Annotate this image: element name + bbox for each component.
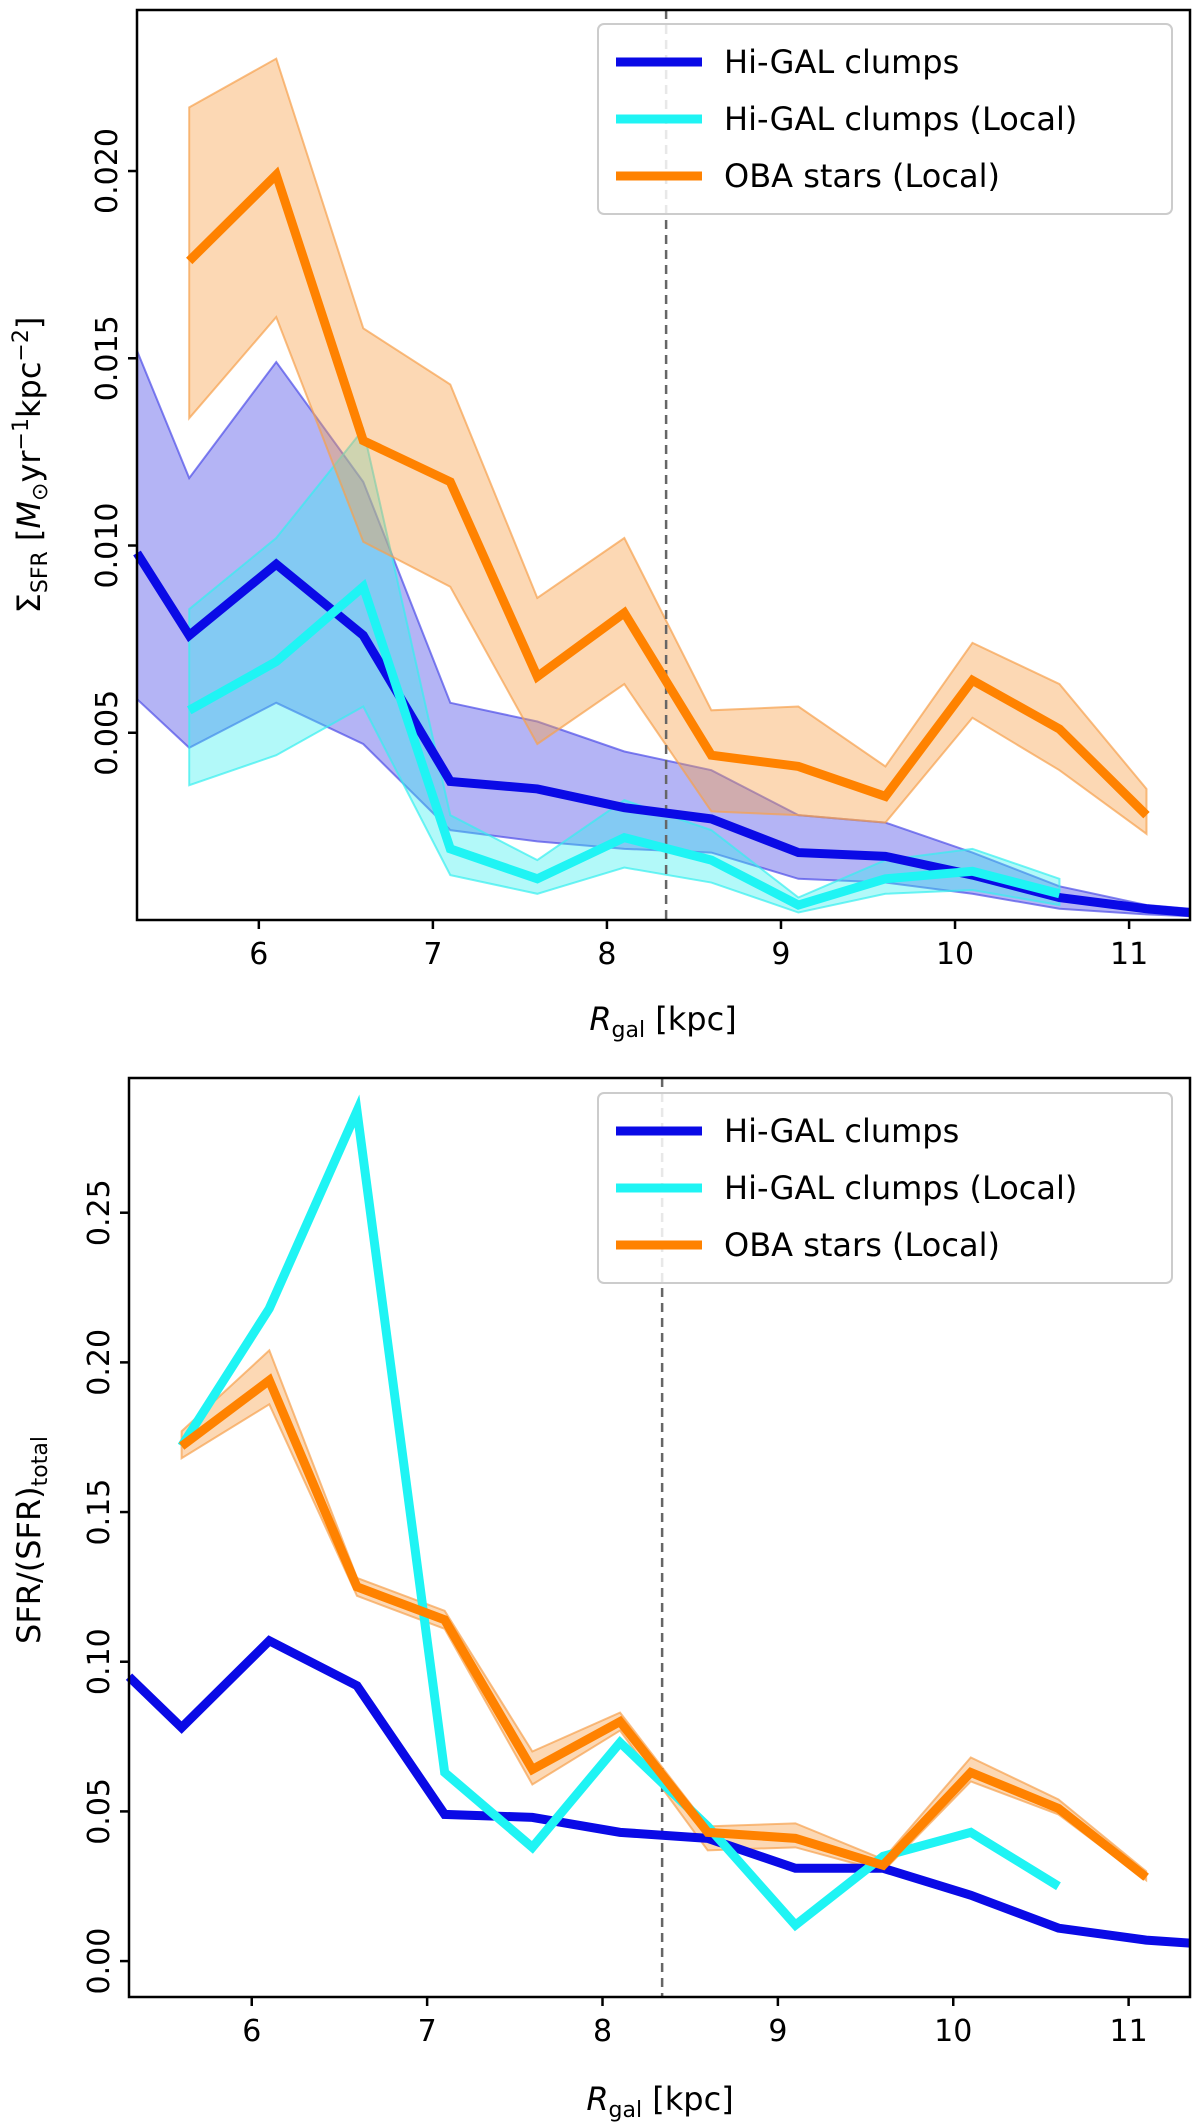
top-y-axis-label: ΣSFR [M⊙yr−1kpc−2] [9, 317, 53, 614]
top-xtick-label: 8 [597, 937, 616, 972]
top-x-axis-label: Rgal [kpc] [589, 1000, 736, 1043]
top-legend: Hi-GAL clumps Hi-GAL clumps (Local) OBA … [597, 23, 1173, 215]
top-legend-label-higal-local: Hi-GAL clumps (Local) [724, 100, 1077, 138]
bottom-legend-frame [597, 1092, 1173, 1284]
bottom-ytick-label: 0.00 [82, 1928, 117, 1995]
bottom-ytick-label: 0.15 [82, 1479, 117, 1546]
top-x-ticks: 6 7 8 9 10 11 [249, 920, 1148, 972]
bottom-x-axis-label: Rgal [kpc] [586, 2080, 733, 2123]
bottom-lines [125, 1094, 1191, 1948]
top-legend-label-higal: Hi-GAL clumps [724, 43, 959, 81]
bottom-xtick-label: 9 [768, 2014, 787, 2049]
top-xtick-label: 7 [423, 937, 442, 972]
bottom-xtick-label: 11 [1110, 2014, 1148, 2049]
bottom-line-hi-gal-clumps-local [177, 1094, 1061, 1932]
bottom-line-hi-gal-clumps [125, 1635, 1191, 1948]
top-ytick-label: 0.010 [90, 503, 125, 589]
top-y-ticks: 0.005 0.010 0.015 0.020 [90, 128, 137, 776]
top-xtick-label: 10 [936, 937, 974, 972]
panel-bottom: 6 7 8 9 10 11 0.00 0.05 0.10 0.15 0.20 0.25 Hi-GAL… [10, 1076, 1192, 2123]
top-line-oba-stars-local [186, 166, 1150, 819]
bottom-y-ticks: 0.00 0.05 0.10 0.15 0.20 0.25 [82, 1179, 129, 1994]
bottom-legend: Hi-GAL clumps Hi-GAL clumps (Local) OBA … [597, 1092, 1173, 1284]
top-ytick-label: 0.015 [90, 315, 125, 401]
bottom-legend-label-higal-local: Hi-GAL clumps (Local) [724, 1169, 1077, 1207]
top-ytick-label: 0.005 [90, 690, 125, 776]
top-ytick-label: 0.020 [90, 128, 125, 214]
top-lines [133, 166, 1191, 917]
top-xtick-label: 11 [1110, 937, 1148, 972]
bottom-ytick-label: 0.25 [82, 1179, 117, 1246]
bottom-y-axis-label: SFR/(SFR)total [10, 1436, 53, 1644]
top-line-hi-gal-clumps-local [187, 578, 1061, 910]
bottom-axes-frame [127, 1076, 1192, 1999]
top-legend-label-oba: OBA stars (Local) [724, 157, 1000, 195]
bottom-x-ticks: 6 7 8 9 10 11 [242, 1997, 1148, 2049]
bottom-ytick-label: 0.20 [82, 1329, 117, 1396]
top-xtick-label: 6 [249, 937, 268, 972]
top-axes-frame [135, 8, 1192, 922]
top-band-hi-gal-clumps-local [188, 427, 1061, 914]
bottom-ytick-label: 0.05 [82, 1778, 117, 1845]
bottom-legend-label-higal: Hi-GAL clumps [724, 1112, 959, 1150]
bottom-legend-label-oba: OBA stars (Local) [724, 1226, 1000, 1264]
bottom-xtick-label: 7 [418, 2014, 437, 2049]
bottom-ytick-label: 0.10 [82, 1628, 117, 1695]
bottom-xtick-label: 10 [934, 2014, 972, 2049]
bottom-bands [180, 1348, 1148, 1883]
bottom-xtick-label: 8 [593, 2014, 612, 2049]
bottom-line-oba-stars-local [178, 1373, 1149, 1881]
panel-top: 6 7 8 9 10 11 0.005 0.010 0.015 0.020 Hi-GAL clu… [9, 8, 1192, 1043]
bottom-xtick-label: 6 [242, 2014, 261, 2049]
top-legend-frame [597, 23, 1173, 215]
top-xtick-label: 9 [771, 937, 790, 972]
bottom-band-oba-stars-local [180, 1348, 1148, 1883]
